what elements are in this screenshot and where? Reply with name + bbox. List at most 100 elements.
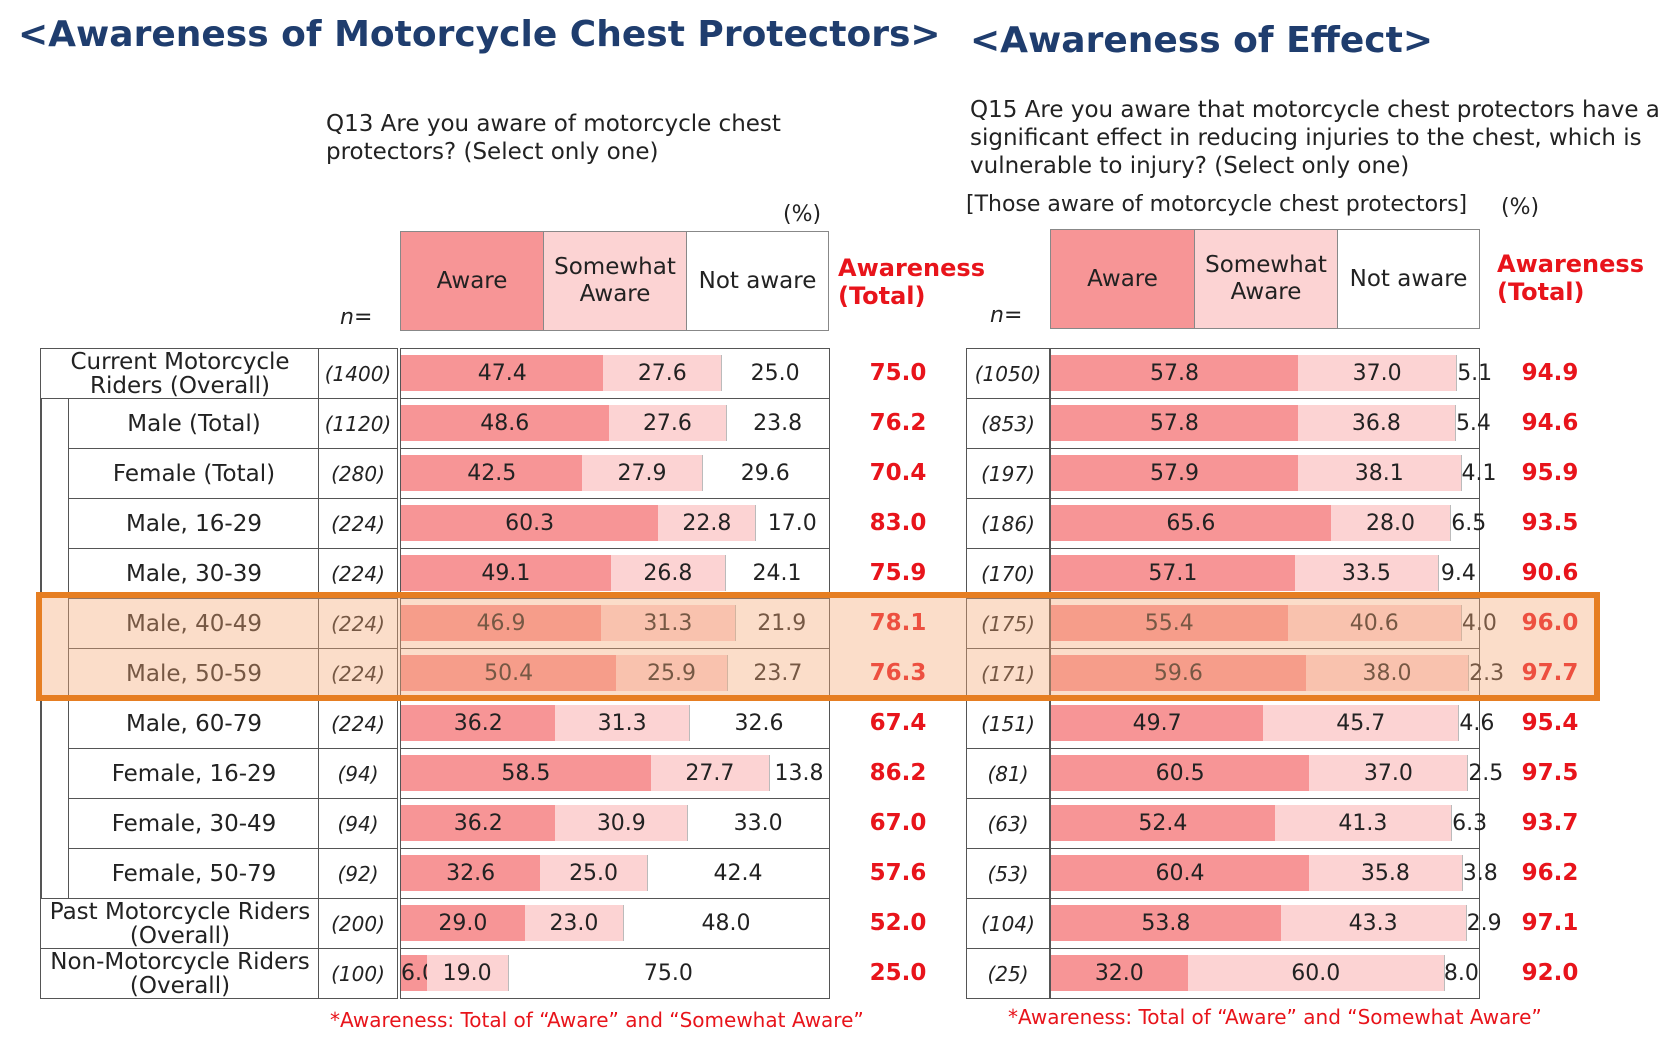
bar-segment-somewhat-aware: 35.8 xyxy=(1308,855,1462,891)
bar-segment-value: 53.8 xyxy=(1141,910,1191,936)
bar-segment-value: 6.3 xyxy=(1452,810,1488,836)
bar-segment-somewhat-aware: 25.0 xyxy=(540,855,647,891)
row-label: Male (Total) xyxy=(68,398,320,449)
awareness-total-value: 52.0 xyxy=(869,910,927,936)
bar-segment-somewhat-aware: 22.8 xyxy=(658,505,756,541)
bar-segment-not-aware: 9.4 xyxy=(1437,555,1478,591)
bar-segment-somewhat-aware: 28.0 xyxy=(1330,505,1451,541)
bar-segment-value: 6.5 xyxy=(1451,510,1487,536)
row-bar-frame: 49.7 45.7 4.6 xyxy=(1050,698,1494,749)
right-question: Q15 Are you aware that motorcycle chest … xyxy=(970,97,1660,179)
bar-segment-value: 49.7 xyxy=(1132,710,1182,736)
bar-segment-value: 29.6 xyxy=(740,460,790,486)
right-footnote: *Awareness: Total of “Aware” and “Somewh… xyxy=(1008,1005,1542,1029)
highlight-frame xyxy=(36,592,1600,701)
stacked-bar: 46.9 31.3 21.9 xyxy=(401,605,828,641)
bar-segment-value: 38.0 xyxy=(1362,660,1412,686)
bar-segment-aware: 59.6 xyxy=(1051,655,1306,691)
bar-segment-value: 25.0 xyxy=(569,860,619,886)
left-question: Q13 Are you aware of motorcycle chest pr… xyxy=(326,111,781,165)
bar-segment-value: 42.5 xyxy=(467,460,517,486)
bar-segment-not-aware: 6.5 xyxy=(1450,505,1486,541)
row-n-value: (94) xyxy=(318,798,398,849)
bar-segment-somewhat-aware: 38.1 xyxy=(1297,455,1461,491)
bar-segment-value: 55.4 xyxy=(1144,610,1194,636)
row-label: Male, 60-79 xyxy=(68,698,320,749)
awareness-total-value: 96.0 xyxy=(1521,610,1579,636)
awareness-total-value: 97.7 xyxy=(1521,660,1579,686)
awareness-total-value: 97.1 xyxy=(1521,910,1579,936)
bar-segment-somewhat-aware: 31.3 xyxy=(601,605,735,641)
row-n-value: (280) xyxy=(318,448,398,499)
stacked-bar: 57.9 38.1 4.1 xyxy=(1051,455,1497,491)
stacked-bar: 50.4 25.9 23.7 xyxy=(401,655,828,691)
bar-segment-value: 57.1 xyxy=(1148,560,1198,586)
bar-segment-value: 5.1 xyxy=(1457,360,1493,386)
bar-segment-value: 27.7 xyxy=(685,760,735,786)
bar-segment-value: 58.5 xyxy=(501,760,551,786)
bar-segment-aware: 60.4 xyxy=(1051,855,1309,891)
bar-segment-value: 2.3 xyxy=(1469,660,1505,686)
row-bar-frame: 48.6 27.6 23.8 xyxy=(400,398,830,449)
stacked-bar: 60.3 22.8 17.0 xyxy=(401,505,828,541)
bar-segment-value: 32.0 xyxy=(1094,960,1144,986)
awareness-total-value: 93.5 xyxy=(1521,510,1579,536)
bar-segment-somewhat-aware: 23.0 xyxy=(524,905,624,941)
row-n-value: (224) xyxy=(318,598,398,649)
bar-segment-not-aware: 4.1 xyxy=(1460,455,1497,491)
bar-segment-value: 57.9 xyxy=(1150,460,1199,486)
stacked-bar: 58.5 27.7 13.8 xyxy=(401,755,828,791)
row-n-value: (175) xyxy=(966,598,1050,649)
stacked-bar: 53.8 43.3 2.9 xyxy=(1051,905,1502,941)
awareness-total-value: 67.4 xyxy=(869,710,927,736)
bar-segment-not-aware: 32.6 xyxy=(688,705,828,741)
row-label: Male, 16-29 xyxy=(68,498,320,549)
bar-segment-somewhat-aware: 26.8 xyxy=(610,555,726,591)
bar-segment-not-aware: 48.0 xyxy=(623,905,828,941)
bar-segment-somewhat-aware: 43.3 xyxy=(1280,905,1466,941)
row-bar-frame: 46.9 31.3 21.9 xyxy=(400,598,830,649)
bar-segment-not-aware: 21.9 xyxy=(734,605,828,641)
bar-segment-value: 31.3 xyxy=(597,710,647,736)
bar-segment-value: 30.9 xyxy=(596,810,646,836)
bar-segment-value: 4.6 xyxy=(1459,710,1495,736)
bar-segment-value: 43.3 xyxy=(1348,910,1398,936)
bar-segment-value: 60.5 xyxy=(1155,760,1205,786)
bar-segment-not-aware: 2.5 xyxy=(1467,755,1503,791)
bar-segment-somewhat-aware: 33.5 xyxy=(1294,555,1438,591)
bar-segment-value: 23.7 xyxy=(753,660,803,686)
row-n-value: (94) xyxy=(318,748,398,799)
bar-segment-not-aware: 2.3 xyxy=(1468,655,1504,691)
bar-segment-value: 28.0 xyxy=(1366,510,1416,536)
bar-segment-value: 17.0 xyxy=(767,510,817,536)
row-n-value: (1050) xyxy=(966,348,1050,399)
awareness-total-value: 76.2 xyxy=(869,410,927,436)
awareness-total-value: 76.3 xyxy=(869,660,927,686)
row-n-value: (224) xyxy=(318,548,398,599)
row-label: Female, 16-29 xyxy=(68,748,320,799)
bar-segment-value: 60.0 xyxy=(1291,960,1341,986)
bar-segment-not-aware: 23.8 xyxy=(726,405,828,441)
bar-segment-value: 24.1 xyxy=(752,560,802,586)
row-bar-frame: 57.8 37.0 5.1 xyxy=(1050,348,1492,399)
bar-segment-value: 37.0 xyxy=(1352,360,1402,386)
bar-segment-somewhat-aware: 40.6 xyxy=(1287,605,1461,641)
left-header-awareness-total: Awareness (Total) xyxy=(838,254,985,310)
awareness-total-value: 83.0 xyxy=(869,510,927,536)
row-n-value: (200) xyxy=(318,898,398,949)
bar-segment-aware: 52.4 xyxy=(1051,805,1275,841)
bar-segment-value: 65.6 xyxy=(1166,510,1216,536)
bar-segment-aware: 32.0 xyxy=(1051,955,1188,991)
bar-segment-value: 27.6 xyxy=(637,360,687,386)
row-label: Female, 50-79 xyxy=(68,848,320,899)
row-bar-frame: 60.5 37.0 2.5 xyxy=(1050,748,1503,799)
stacked-bar: 42.5 27.9 29.6 xyxy=(401,455,828,491)
bar-segment-value: 42.4 xyxy=(713,860,763,886)
bar-segment-aware: 57.1 xyxy=(1051,555,1295,591)
stacked-bar: 57.8 36.8 5.4 xyxy=(1051,405,1491,441)
bar-segment-value: 50.4 xyxy=(484,660,534,686)
row-n-value: (186) xyxy=(966,498,1050,549)
bar-segment-aware: 49.1 xyxy=(401,555,611,591)
row-label: Female (Total) xyxy=(68,448,320,499)
awareness-total-value: 75.0 xyxy=(869,360,927,386)
